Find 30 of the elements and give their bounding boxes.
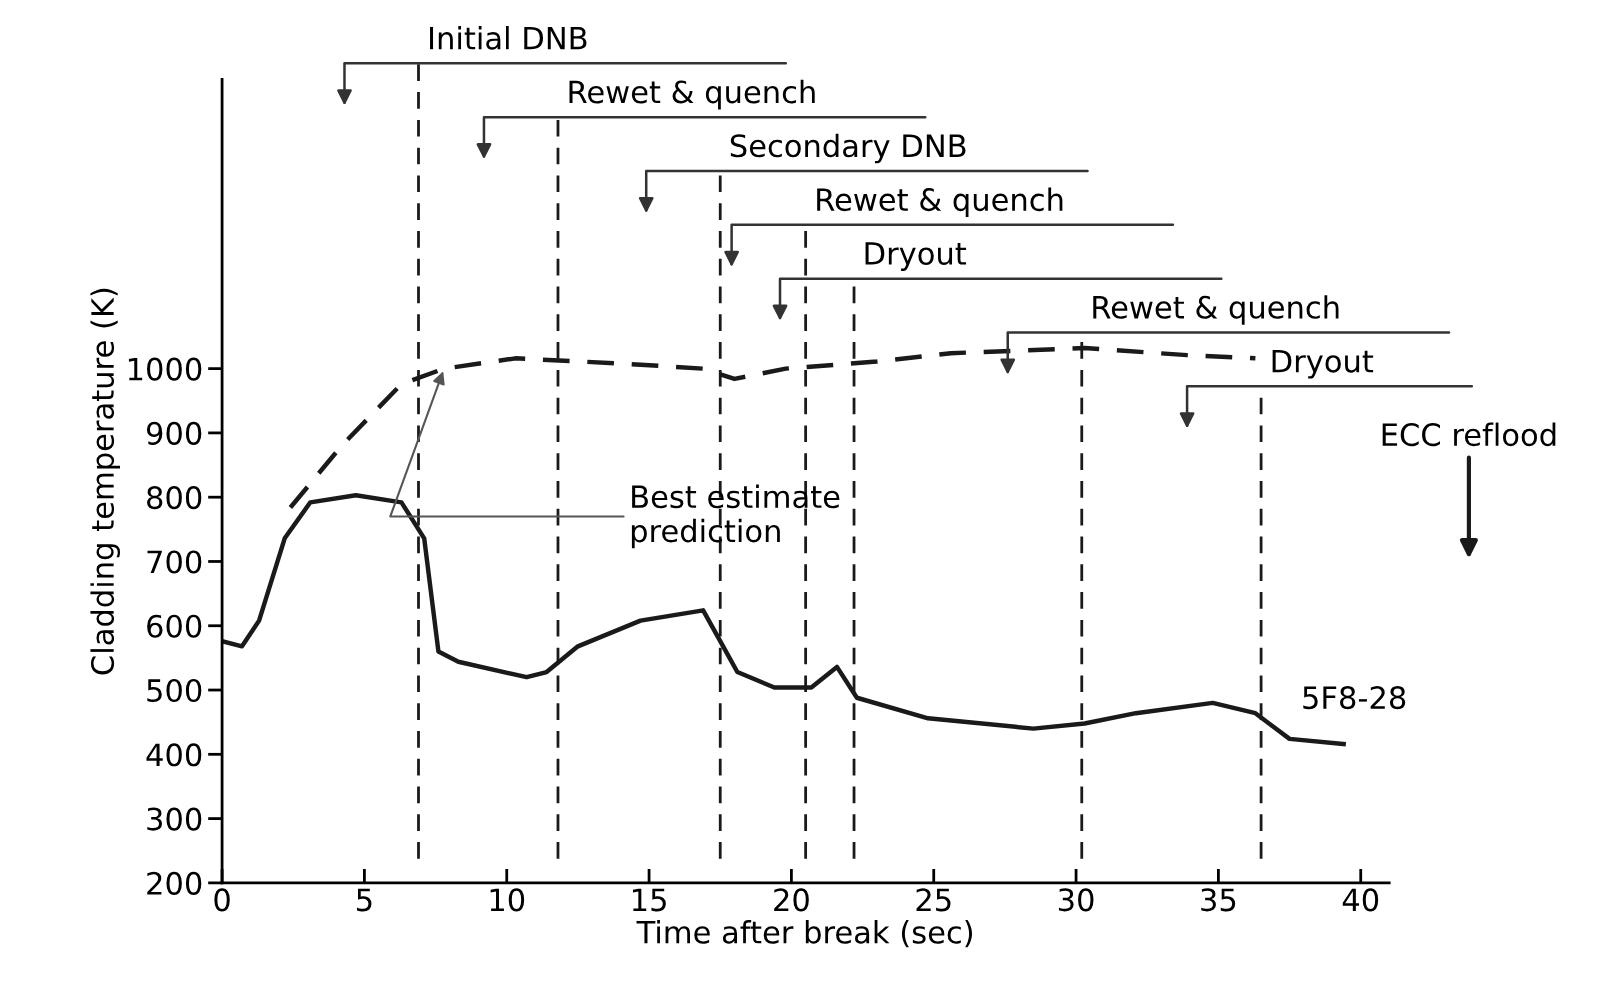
- x-tick-label: 10: [490, 888, 525, 912]
- x-tick-label: 15: [632, 888, 666, 912]
- ref-line-label: Dryout: [865, 242, 967, 271]
- y-tick-label: 600: [147, 614, 202, 638]
- x-tick-label: 20: [774, 888, 809, 912]
- y-tick-label: 200: [147, 871, 202, 895]
- ref-line-label: Rewet & quench: [569, 79, 815, 110]
- ref-line-label: Rewet & quench: [817, 187, 1063, 218]
- series-label: 5F8-28: [1303, 686, 1406, 710]
- y-tick-label: 300: [147, 807, 202, 831]
- y-tick-label: 500: [147, 678, 202, 703]
- ref-line-label: Rewet & quench: [1093, 295, 1339, 325]
- y-tick-label: 900: [146, 421, 202, 445]
- y-tick-label: 400: [146, 743, 202, 767]
- y-tick-label: 800: [147, 486, 202, 510]
- x-tick-label: 25: [916, 888, 951, 912]
- y-axis-title: Cladding temperature (K): [90, 288, 121, 675]
- x-axis-title: Time after break (sec): [636, 920, 973, 948]
- y-tick-label: 1000: [128, 357, 202, 381]
- x-tick-label: 5: [357, 888, 372, 912]
- ref-line-label: Dryout: [1272, 349, 1374, 379]
- x-tick-label: 40: [1342, 888, 1379, 912]
- y-tick-label: 700: [147, 550, 202, 574]
- ref-line-label: Secondary DNB: [730, 133, 966, 164]
- annotation: ECC reflood: [1382, 422, 1556, 447]
- x-tick-label: 35: [1201, 888, 1236, 912]
- x-tick-label: 0: [214, 888, 230, 912]
- x-tick-label: 30: [1058, 888, 1094, 912]
- ref-line-label: Initial DNB: [430, 26, 587, 50]
- annotation: Best estimate prediction: [631, 484, 840, 549]
